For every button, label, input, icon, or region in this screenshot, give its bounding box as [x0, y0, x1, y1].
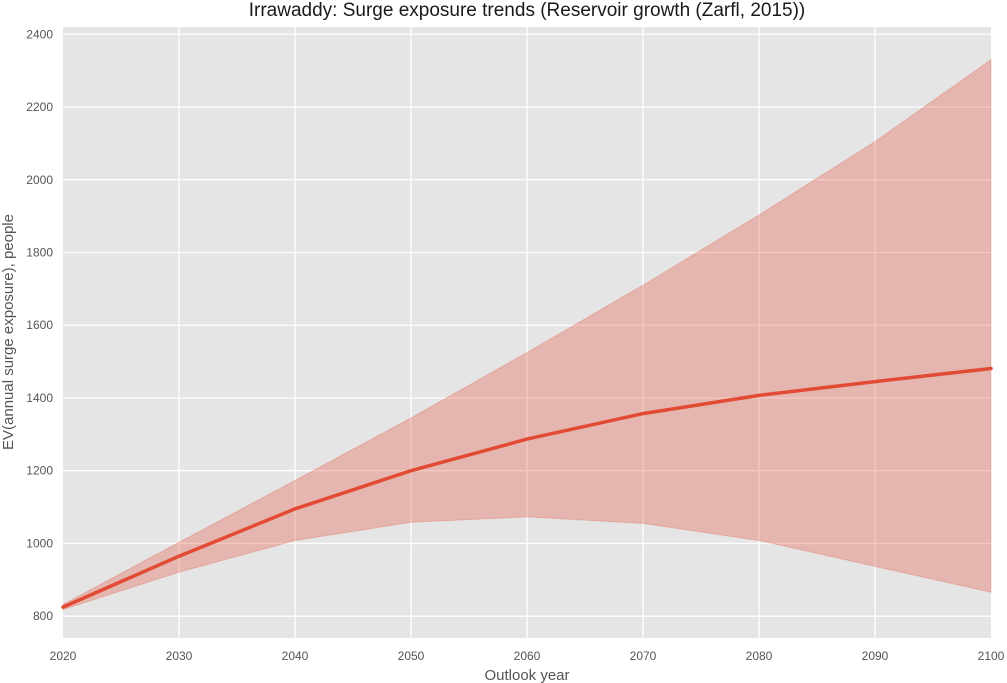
y-tick-label: 2200: [26, 100, 53, 114]
gridlines: [63, 27, 991, 638]
x-tick-label: 2040: [282, 649, 309, 663]
x-tick-label: 2090: [862, 649, 889, 663]
y-tick-label: 1400: [26, 391, 53, 405]
x-tick-label: 2070: [630, 649, 657, 663]
chart-title: Irrawaddy: Surge exposure trends (Reserv…: [249, 0, 806, 21]
x-tick-label: 2060: [514, 649, 541, 663]
y-tick-label: 800: [33, 609, 53, 623]
x-tick-label: 2030: [166, 649, 193, 663]
x-tick-label: 2080: [746, 649, 773, 663]
x-axis-label: Outlook year: [484, 667, 569, 683]
y-tick-label: 1600: [26, 318, 53, 332]
x-tick-label: 2020: [50, 649, 77, 663]
series-line: [61, 366, 993, 609]
y-tick-label: 1200: [26, 464, 53, 478]
x-axis-ticks: 2020 2030 2040 2050 2060 2070 2080 2090 2100: [50, 649, 1005, 663]
y-axis-label: EV(annual surge exposure), people: [0, 214, 17, 450]
y-tick-label: 2000: [26, 173, 53, 187]
y-tick-label: 2400: [26, 27, 53, 41]
x-tick-label: 2050: [398, 649, 425, 663]
y-tick-label: 1000: [26, 536, 53, 550]
y-axis-ticks: 800 1000 1200 1400 1600 1800 2000 2200 2400: [26, 27, 53, 623]
y-tick-label: 1800: [26, 245, 53, 259]
x-tick-label: 2100: [978, 649, 1005, 663]
uncertainty-band: [62, 58, 992, 611]
